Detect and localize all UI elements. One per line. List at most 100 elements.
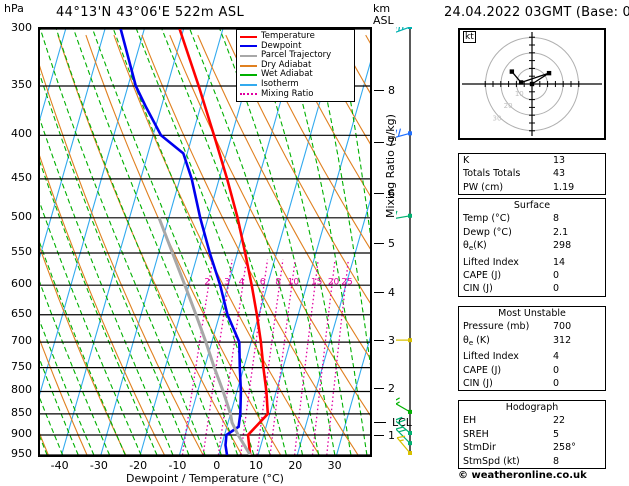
- wet-adiabat-line: [40, 281, 111, 455]
- wet-adiabat-line: [40, 358, 79, 455]
- isotherm-line: [139, 29, 263, 455]
- panel-row: Temp (°C) 8: [459, 212, 605, 225]
- hodograph-trace: [511, 71, 550, 85]
- pressure-tick-label: 300: [11, 21, 32, 34]
- wet-adiabat-line: [219, 29, 336, 455]
- legend-label: Wet Adiabat: [261, 69, 313, 80]
- height-tick-label: 8: [388, 84, 395, 98]
- pressure-tick-label: 900: [11, 427, 32, 441]
- lcl-tick-mark: [374, 421, 386, 423]
- panel-row: Lifted Index 4: [459, 350, 605, 363]
- isotherm-line: [257, 61, 370, 455]
- pressure-tick-label: 650: [11, 306, 32, 320]
- pressure-tick-label: 400: [11, 127, 32, 141]
- temperature-tick-label: 0: [213, 459, 221, 472]
- legend-label: Parcel Trajectory: [261, 50, 332, 61]
- height-tick-label: 2: [388, 382, 395, 396]
- x-axis-title: Dewpoint / Temperature (°C): [126, 472, 284, 485]
- height-tick-mark: [374, 291, 384, 293]
- temperature-tick-label: -10: [168, 459, 187, 472]
- temperature-tick-label: 20: [288, 459, 303, 472]
- wet-adiabat-line: [310, 29, 370, 366]
- pressure-tick-label: 350: [11, 77, 32, 91]
- pressure-tick-label: 700: [11, 334, 32, 348]
- dry-adiabat-line: [40, 155, 165, 455]
- panel-row-key: CAPE (J): [463, 364, 502, 376]
- legend-swatch: [240, 64, 257, 67]
- hodograph-unit-label: kt: [463, 31, 476, 43]
- legend-swatch: [240, 83, 257, 86]
- panel-indices: K 13 Totals Totals 43 PW (cm) 1.19: [458, 153, 606, 196]
- legend-item: Dry Adiabat: [240, 60, 351, 71]
- panel-row-value: 8: [553, 213, 560, 225]
- dry-adiabat-line: [225, 34, 370, 304]
- panel-title: Hodograph: [505, 402, 559, 413]
- pressure-tick-label: 800: [11, 383, 32, 397]
- mixing-ratio-label: 2: [204, 277, 210, 287]
- panel-row-key: θe(K): [463, 240, 487, 253]
- height-axis-unit-label: km: [373, 2, 391, 15]
- panel-row-value: 0: [553, 364, 560, 376]
- hodograph-ring-label: 20: [504, 102, 513, 110]
- panel-row: Pressure (mb) 700: [459, 320, 605, 333]
- panel-row: StmSpd (kt) 8: [459, 455, 605, 468]
- panel-row: θe (K) 312: [459, 334, 605, 350]
- wind-barb: [396, 397, 412, 414]
- panel-row-key: Dewp (°C): [463, 226, 512, 238]
- panel-row: Totals Totals 43: [459, 167, 605, 180]
- temperature-tick-label: -40: [50, 459, 69, 472]
- panel-row-value: 298: [553, 240, 572, 252]
- panel-row: CAPE (J) 0: [459, 364, 605, 377]
- temperature-tick-label: -30: [89, 459, 108, 472]
- panel-row-value: 0: [553, 270, 560, 282]
- panel-row-value: 5: [553, 428, 560, 440]
- pressure-tick-label: 500: [11, 209, 32, 223]
- panel-hodograph-stats: Hodograph EH 22 SREH 5 StmDir 258° StmSpd (kt) 8: [458, 400, 606, 470]
- page-title: 44°13'N 43°06'E 522m ASL: [56, 5, 245, 20]
- height-tick-label: 7: [388, 136, 395, 150]
- dry-adiabat-line: [169, 34, 370, 416]
- panel-row-key: Lifted Index: [463, 351, 519, 363]
- pressure-tick-label: 600: [11, 277, 32, 291]
- mixing-ratio-label: 8: [275, 277, 281, 287]
- panel-row-value: 312: [553, 334, 572, 346]
- dry-adiabat-line: [40, 246, 127, 455]
- panel-row-key: SREH: [463, 428, 489, 440]
- panel-row: CIN (J) 0: [459, 282, 605, 295]
- wind-barb: [396, 27, 412, 33]
- skewt-canvas: 2 3 4 6 8 10 15 20 25: [40, 29, 370, 455]
- wet-adiabat-line: [189, 29, 320, 455]
- dry-adiabat-line: [141, 34, 359, 455]
- height-tick-mark: [374, 142, 384, 144]
- date-title: 24.04.2022 03GMT (Base: 00): [444, 5, 629, 20]
- profile-temperature: [178, 29, 270, 455]
- panel-row-key: CAPE (J): [463, 270, 502, 282]
- pressure-tick-label: 450: [11, 170, 32, 184]
- isotherm-line: [296, 199, 370, 455]
- legend-label: Isotherm: [261, 78, 299, 89]
- legend-item: Temperature: [240, 31, 351, 42]
- panel-row-value: 4: [553, 351, 560, 363]
- dry-adiabat-line: [281, 34, 370, 197]
- mixing-ratio-line: [217, 259, 248, 455]
- wet-adiabat-line: [92, 29, 255, 455]
- height-tick-label: 6: [388, 186, 395, 200]
- panel-title: Most Unstable: [498, 308, 566, 319]
- panel-row-key: StmSpd (kt): [463, 455, 520, 467]
- panel-row-value: 1.19: [553, 181, 575, 193]
- panel-row-value: 14: [553, 256, 566, 268]
- panel-row-key: K: [463, 155, 470, 166]
- panel-row: CAPE (J) 0: [459, 269, 605, 282]
- dry-adiabat-line: [253, 34, 370, 250]
- panel-row-value: 700: [553, 321, 572, 333]
- hodograph-ring-label: 30: [493, 114, 502, 122]
- panel-title: Surface: [513, 200, 551, 211]
- mixing-ratio-line: [269, 259, 296, 455]
- panel-row-value: 0: [553, 283, 560, 295]
- panel-row-key: Totals Totals: [463, 168, 521, 180]
- pressure-tick-label: 950: [11, 447, 32, 460]
- panel-row: Lifted Index 14: [459, 256, 605, 269]
- wet-adiabat-line: [40, 160, 158, 455]
- pressure-tick-label: 750: [11, 359, 32, 373]
